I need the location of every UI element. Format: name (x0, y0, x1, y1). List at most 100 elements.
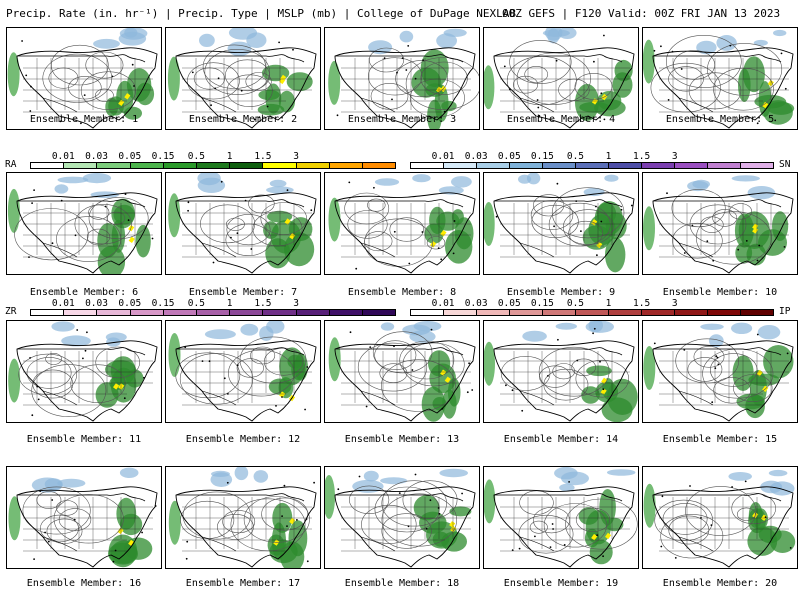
scale-tick-label: 0.01 (431, 298, 455, 309)
color-swatch (708, 163, 741, 168)
scale-tick-label: 1 (605, 151, 612, 162)
ensemble-member-label: Ensemble Member: 2 (188, 114, 298, 125)
scale-tick-label: 1 (226, 298, 233, 309)
color-swatch (97, 163, 131, 168)
scale-tick-label: 1 (226, 151, 233, 162)
ensemble-member-label: Ensemble Member: 1 (29, 114, 139, 125)
scale-tick-label: 0.5 (566, 298, 585, 309)
ensemble-member-label: Ensemble Member: 17 (185, 578, 301, 589)
freezing-rain-type-label: ZR (5, 306, 17, 317)
color-swatch (477, 310, 510, 315)
scale-tick-label: 0.03 (85, 151, 108, 162)
ensemble-member-label: Ensemble Member: 13 (344, 434, 460, 445)
color-swatch (642, 163, 675, 168)
scale-tick-label: 0.15 (151, 298, 175, 309)
ensemble-member-label: Ensemble Member: 6 (29, 287, 139, 298)
snow-type-label: SN (779, 159, 791, 170)
scale-tick-label: 0.15 (151, 151, 175, 162)
ensemble-member-map-8 (324, 172, 480, 275)
color-swatch (230, 163, 264, 168)
scale-tick-label: 0.5 (187, 298, 205, 309)
color-swatch (163, 163, 197, 168)
ensemble-member-map-12 (165, 320, 321, 423)
ensemble-member-map-4 (483, 27, 639, 130)
color-swatch (741, 163, 773, 168)
ensemble-member-label: Ensemble Member: 16 (26, 578, 142, 589)
color-swatch (31, 163, 65, 168)
ensemble-member-label: Ensemble Member: 11 (26, 434, 142, 445)
ensemble-member-label: Ensemble Member: 15 (662, 434, 778, 445)
color-swatch (444, 310, 477, 315)
scale-tick-label: 0.5 (187, 151, 205, 162)
color-swatch (329, 163, 363, 168)
color-swatch (543, 310, 576, 315)
scale-tick-label: 0.03 (85, 298, 108, 309)
product-title: Precip. Rate (in. hr⁻¹) | Precip. Type |… (6, 7, 516, 20)
ensemble-member-map-18 (324, 466, 480, 569)
ice-pellets-type-label: IP (779, 306, 791, 317)
run-valid-time: 00Z GEFS | F120 Valid: 00Z FRI JAN 13 20… (502, 7, 781, 20)
ensemble-member-map-6 (6, 172, 162, 275)
color-swatch (576, 163, 609, 168)
ensemble-member-map-3 (324, 27, 480, 130)
scale-tick-label: 1.5 (254, 151, 272, 162)
color-swatch (708, 310, 741, 315)
snow-rate-scale: 0.01 0.03 0.05 0.15 0.5 1 1.5 3 (410, 151, 774, 174)
ensemble-member-label: Ensemble Member: 3 (347, 114, 457, 125)
color-swatch (741, 310, 773, 315)
color-swatch (97, 310, 131, 315)
map-header: Precip. Rate (in. hr⁻¹) | Precip. Type |… (0, 0, 800, 24)
ensemble-member-map-15 (642, 320, 798, 423)
ensemble-member-map-16 (6, 466, 162, 569)
scale-tick-label: 3 (671, 298, 678, 309)
color-swatch (510, 163, 543, 168)
scale-tick-label: 1.5 (633, 298, 651, 309)
ice_pellets-color-bar (410, 309, 774, 316)
color-swatch (296, 163, 330, 168)
color-swatch (130, 310, 164, 315)
ensemble-member-map-5 (642, 27, 798, 130)
ensemble-member-map-14 (483, 320, 639, 423)
scale-tick-label: 0.05 (118, 298, 142, 309)
color-swatch (543, 163, 576, 168)
color-swatch (675, 163, 708, 168)
scale-tick-label: 3 (293, 151, 300, 162)
color-swatch (196, 310, 231, 315)
color-swatch (263, 163, 297, 168)
ensemble-member-map-1 (6, 27, 162, 130)
freezing-rain-rate-scale: 0.01 0.03 0.05 0.15 0.5 1 1.5 3 (30, 298, 396, 321)
ensemble-member-label: Ensemble Member: 5 (665, 114, 775, 125)
ensemble-member-label: Ensemble Member: 7 (188, 287, 298, 298)
ensemble-member-map-10 (642, 172, 798, 275)
scale-tick-label: 0.15 (530, 151, 554, 162)
rain-color-bar (30, 162, 396, 169)
color-swatch (31, 310, 65, 315)
color-swatch (362, 163, 396, 168)
ensemble-member-label: Ensemble Member: 8 (347, 287, 457, 298)
ensemble-member-label: Ensemble Member: 18 (344, 578, 460, 589)
color-swatch (263, 310, 297, 315)
ensemble-member-label: Ensemble Member: 20 (662, 578, 778, 589)
scale-tick-label: 1.5 (633, 151, 651, 162)
scale-tick-label: 0.01 (51, 151, 75, 162)
color-swatch (642, 310, 675, 315)
rain-rate-scale: 0.01 0.03 0.05 0.15 0.5 1 1.5 3 (30, 151, 396, 174)
ensemble-member-label: Ensemble Member: 12 (185, 434, 301, 445)
ensemble-member-label: Ensemble Member: 4 (506, 114, 616, 125)
ensemble-member-map-13 (324, 320, 480, 423)
color-swatch (296, 310, 330, 315)
ensemble-member-label: Ensemble Member: 9 (506, 287, 616, 298)
freezing_rain-color-bar (30, 309, 396, 316)
color-swatch (196, 163, 231, 168)
snow-color-bar (410, 162, 774, 169)
ensemble-member-label: Ensemble Member: 14 (503, 434, 619, 445)
color-swatch (362, 310, 396, 315)
ensemble-member-label: Ensemble Member: 10 (662, 287, 778, 298)
ensemble-member-map-11 (6, 320, 162, 423)
scale-tick-label: 0.01 (431, 151, 455, 162)
ensemble-member-map-20 (642, 466, 798, 569)
ensemble-member-label: Ensemble Member: 19 (503, 578, 619, 589)
ensemble-member-map-17 (165, 466, 321, 569)
color-swatch (609, 163, 642, 168)
color-swatch (411, 163, 444, 168)
